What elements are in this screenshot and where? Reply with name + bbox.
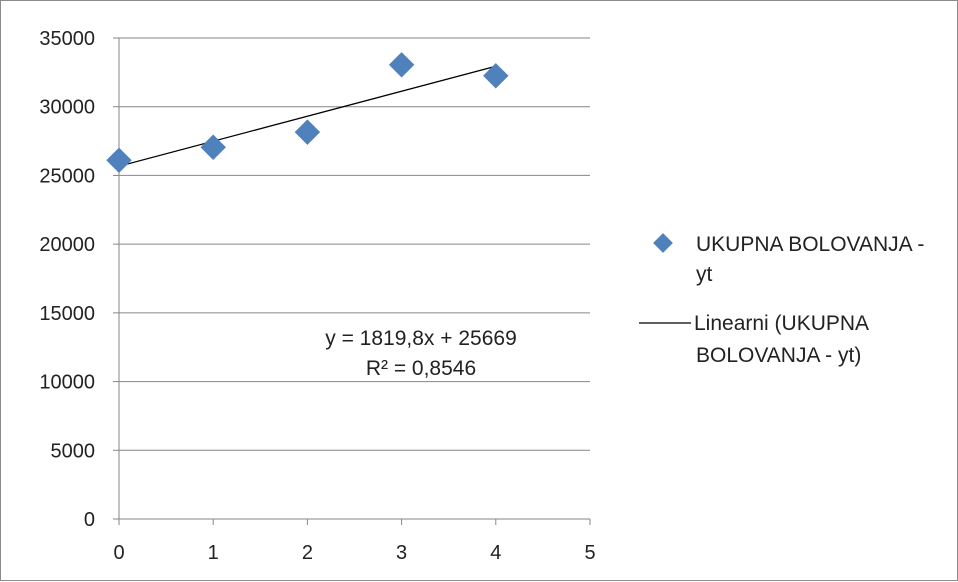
legend-trendline-label-line2: BOLOVANJA - yt) [696,344,861,367]
trendline-r-squared: R² = 0,8546 [366,357,476,380]
data-point-diamond [483,63,509,89]
y-tick-label: 25000 [39,165,95,187]
linear-trendline [118,65,496,167]
data-point-diamond [294,119,321,145]
x-tick-label: 1 [208,542,219,564]
y-tick-label: 0 [84,509,95,531]
trendline-equation: y = 1819,8x + 25669 [325,327,517,350]
legend-marker-diamond [653,233,673,253]
legend: UKUPNA BOLOVANJA - yt Linearni (UKUPNA B… [639,233,924,367]
x-tick-label: 3 [396,542,407,564]
data-points [106,52,509,174]
axes: 0 5000 10000 15000 20000 25000 30000 35000 0 1 2 3 4… [39,28,595,564]
y-tick-label: 5000 [51,440,96,462]
legend-trendline-label-line1: Linearni (UKUPNA [694,312,869,335]
y-tick-label: 30000 [39,97,95,119]
x-tick-label: 4 [490,542,501,564]
x-tick-label: 5 [584,542,595,564]
data-point-diamond [388,52,415,78]
legend-series-label-line1: UKUPNA BOLOVANJA - [696,233,924,256]
y-tick-label: 10000 [39,372,95,394]
trendline-layer [118,65,496,167]
y-tick-label: 20000 [39,234,95,256]
legend-series-label-line2: yt [696,263,713,286]
y-tick-label: 15000 [39,303,95,325]
y-tick-label: 35000 [39,28,95,50]
x-tick-label: 2 [302,542,313,564]
x-tick-label: 0 [113,542,124,564]
trendline-annotation: y = 1819,8x + 25669 R² = 0,8546 [325,327,517,380]
gridlines [119,37,590,451]
data-point-diamond [106,147,132,174]
